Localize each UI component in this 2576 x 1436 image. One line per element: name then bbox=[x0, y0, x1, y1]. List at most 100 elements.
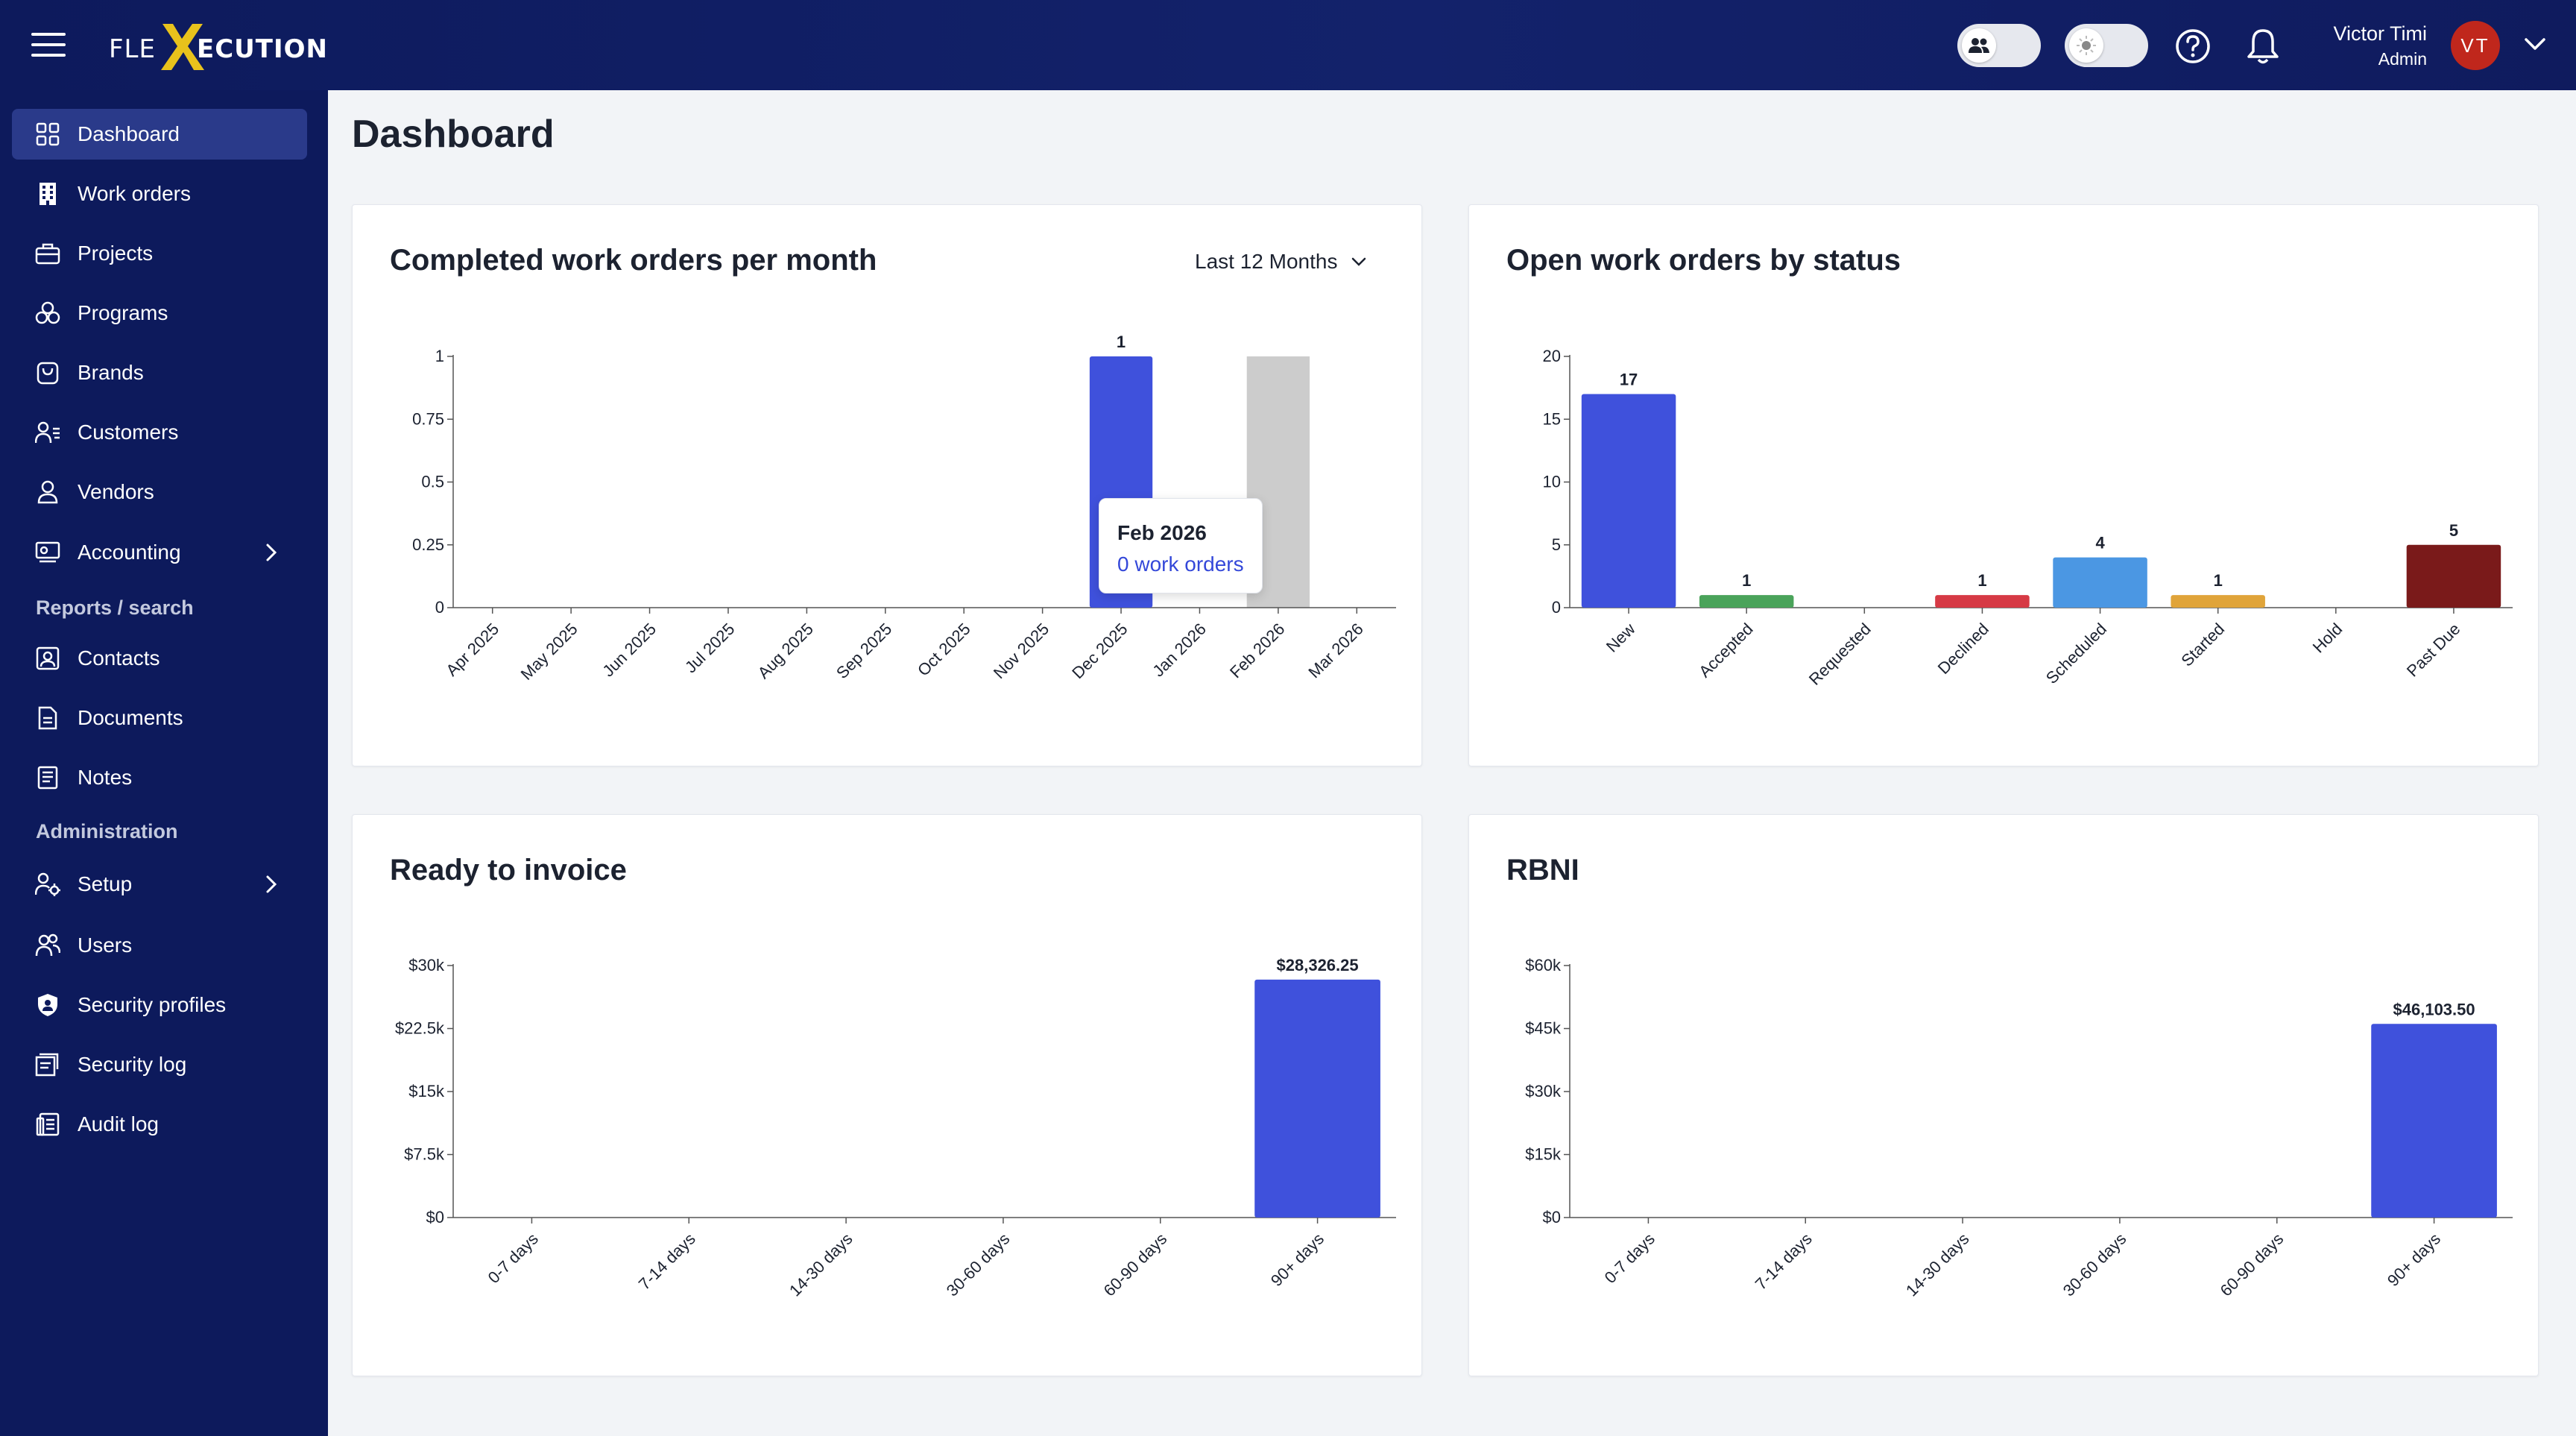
sidebar-item-projects[interactable]: Projects bbox=[12, 228, 307, 279]
bar[interactable] bbox=[2406, 544, 2501, 608]
open-work-orders-card: Open work orders by status 0 5 10 15 20 New 17… bbox=[1468, 204, 2539, 766]
card-title: Open work orders by status bbox=[1506, 244, 1901, 277]
audit-log-icon bbox=[34, 1111, 61, 1138]
sidebar-item-customers[interactable]: Customers bbox=[12, 407, 307, 458]
sidebar-item-documents[interactable]: Documents bbox=[12, 693, 307, 743]
user-name[interactable]: Victor Timi bbox=[2333, 22, 2427, 45]
sidebar-item-programs[interactable]: Programs bbox=[12, 288, 307, 338]
help-icon[interactable] bbox=[2175, 28, 2211, 64]
x-tick-label: Requested bbox=[1805, 620, 1875, 689]
x-tick-label: 90+ days bbox=[1267, 1229, 1328, 1290]
users-icon bbox=[1962, 28, 1996, 63]
x-tick-label: Oct 2025 bbox=[914, 620, 974, 680]
tooltip-value: 0 work orders bbox=[1117, 552, 1244, 576]
x-tick-label: New bbox=[1603, 620, 1639, 656]
y-tick-label: 1 bbox=[435, 347, 444, 365]
bar[interactable] bbox=[1254, 979, 1380, 1218]
x-tick-label: Declined bbox=[1934, 620, 1992, 678]
x-tick-label: Apr 2025 bbox=[442, 620, 502, 680]
card-title: Completed work orders per month bbox=[390, 244, 877, 277]
sidebar-item-label: Security log bbox=[78, 1053, 187, 1076]
page-title: Dashboard bbox=[352, 113, 555, 156]
bell-icon[interactable] bbox=[2245, 27, 2281, 66]
y-tick-label: 10 bbox=[1543, 473, 1561, 491]
sun-icon bbox=[2069, 28, 2103, 63]
app-logo[interactable]: FLE ECUTION bbox=[106, 21, 329, 73]
card-title: Ready to invoice bbox=[390, 854, 627, 887]
dashboard-icon bbox=[34, 121, 61, 148]
x-tick-label: 14-30 days bbox=[1902, 1229, 1973, 1300]
x-tick-label: 0-7 days bbox=[1601, 1229, 1658, 1287]
x-tick-label: Sep 2025 bbox=[833, 620, 895, 682]
x-tick-label: Feb 2026 bbox=[1226, 620, 1288, 681]
sidebar-item-dashboard[interactable]: Dashboard bbox=[12, 109, 307, 160]
theme-toggle[interactable] bbox=[2065, 24, 2148, 67]
x-tick-label: 7-14 days bbox=[635, 1229, 699, 1294]
bar[interactable] bbox=[2371, 1024, 2497, 1218]
vendor-icon bbox=[34, 479, 61, 506]
logo-text-left: FLE bbox=[109, 34, 156, 64]
x-tick-label: Jul 2025 bbox=[681, 620, 739, 677]
menu-icon[interactable] bbox=[31, 33, 66, 58]
sidebar-item-notes[interactable]: Notes bbox=[12, 752, 307, 803]
bar-value-label: 1 bbox=[1117, 333, 1126, 351]
bar-value-label: 4 bbox=[2095, 534, 2105, 552]
sidebar-item-vendors[interactable]: Vendors bbox=[12, 467, 307, 517]
y-tick-label: 20 bbox=[1543, 347, 1561, 365]
sidebar-item-label: Programs bbox=[78, 301, 168, 324]
sidebar-item-label: Notes bbox=[78, 766, 133, 789]
period-select[interactable]: Last 12 Months bbox=[1195, 247, 1381, 277]
bar[interactable] bbox=[2053, 557, 2147, 608]
y-tick-label: $7.5k bbox=[404, 1145, 445, 1164]
y-tick-label: 15 bbox=[1543, 409, 1561, 428]
bar-value-label: $28,326.25 bbox=[1277, 956, 1359, 974]
document-icon bbox=[34, 705, 61, 731]
sidebar-item-label: Setup bbox=[78, 872, 133, 895]
x-tick-label: Hold bbox=[2309, 620, 2346, 657]
sidebar-item-label: Brands bbox=[78, 361, 144, 384]
sidebar-item-contacts[interactable]: Contacts bbox=[12, 633, 307, 684]
programs-icon bbox=[34, 300, 61, 327]
tooltip-title: Feb 2026 bbox=[1117, 521, 1207, 544]
x-tick-label: 7-14 days bbox=[1752, 1229, 1816, 1294]
chevron-right-icon bbox=[266, 544, 277, 561]
y-tick-label: 0 bbox=[435, 598, 444, 617]
y-tick-label: $0 bbox=[426, 1208, 444, 1226]
briefcase-icon bbox=[34, 240, 61, 267]
chevron-right-icon bbox=[266, 875, 277, 893]
sidebar-item-work-orders[interactable]: Work orders bbox=[12, 169, 307, 219]
bar-value-label: 17 bbox=[1620, 371, 1638, 389]
y-tick-label: $22.5k bbox=[395, 1019, 445, 1038]
rbni-chart: $0 $15k $30k $45k $60k 0-7 days 7-14 days 14-30… bbox=[1525, 956, 2513, 1300]
bar-value-label: 1 bbox=[1977, 571, 1986, 590]
sidebar-item-setup[interactable]: Setup bbox=[12, 859, 307, 910]
sidebar-item-security-profiles[interactable]: Security profiles bbox=[12, 980, 307, 1030]
sidebar-item-brands[interactable]: Brands bbox=[12, 347, 307, 398]
y-tick-label: 0 bbox=[1552, 598, 1561, 617]
user-mode-toggle[interactable] bbox=[1957, 24, 2041, 67]
bar[interactable] bbox=[2171, 595, 2265, 608]
avatar[interactable]: VT bbox=[2451, 21, 2500, 70]
chevron-down-icon[interactable] bbox=[2524, 36, 2546, 52]
bar[interactable] bbox=[1699, 595, 1794, 608]
x-tick-label: May 2025 bbox=[517, 620, 581, 684]
bar[interactable] bbox=[1581, 394, 1676, 608]
user-role: Admin bbox=[2378, 49, 2427, 69]
x-tick-label: 90+ days bbox=[2384, 1229, 2444, 1290]
sidebar-item-audit-log[interactable]: Audit log bbox=[12, 1099, 307, 1150]
chart-tooltip: Feb 2026 0 work orders bbox=[1099, 498, 1263, 593]
y-tick-label: $45k bbox=[1525, 1019, 1562, 1038]
bar-value-label: 1 bbox=[2214, 571, 2223, 590]
x-tick-label: 30-60 days bbox=[943, 1229, 1014, 1300]
sidebar: Dashboard Work orders Projects Programs … bbox=[0, 90, 328, 1436]
sidebar-item-users[interactable]: Users bbox=[12, 920, 307, 971]
bar[interactable] bbox=[1935, 595, 2030, 608]
sidebar-item-label: Work orders bbox=[78, 182, 191, 205]
customers-icon bbox=[34, 419, 61, 446]
ready-to-invoice-chart: $0 $7.5k $15k $22.5k $30k 0-7 days 7-14 days 14… bbox=[395, 956, 1396, 1300]
sidebar-item-accounting[interactable]: Accounting bbox=[12, 527, 307, 578]
security-log-icon bbox=[34, 1051, 61, 1078]
sidebar-item-security-log[interactable]: Security log bbox=[12, 1039, 307, 1090]
sidebar-item-label: Security profiles bbox=[78, 993, 227, 1016]
